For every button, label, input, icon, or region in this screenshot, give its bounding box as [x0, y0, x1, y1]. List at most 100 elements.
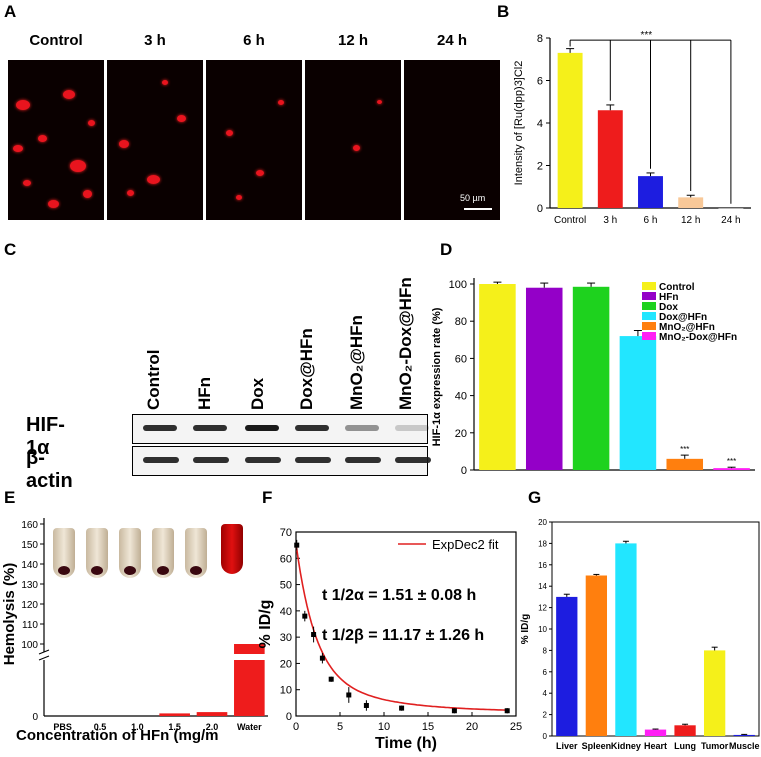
axis-break-mark-1: [38, 649, 50, 655]
legend-label-1: HFn: [659, 292, 678, 303]
row-label-actin: β-actin: [26, 447, 73, 492]
x-tick-label-4: 2.0: [206, 722, 219, 732]
data-point-9: [504, 708, 510, 714]
tube-1-0: [119, 528, 141, 578]
legend-label-3: Dox@HFn: [659, 312, 707, 323]
y-axis-label: % ID/g: [257, 600, 274, 649]
sig-annotation-1: ***: [727, 457, 736, 466]
lane-label-mno2-hfn: MnO₂@HFn: [347, 315, 366, 410]
data-point-6: [363, 702, 369, 708]
y-tick-label-3: 6: [543, 668, 548, 677]
bar-4: [196, 712, 228, 716]
x-tick-label-3: 15: [422, 721, 434, 733]
y-tick-label-3: 60: [455, 353, 467, 365]
axis-break-mark-2: [38, 655, 50, 661]
data-point-1: [302, 613, 308, 619]
x-tick-label-4: 24 h: [721, 215, 740, 226]
x-tick-label-6: Muscle: [729, 741, 760, 751]
y-tick-label-5: 50: [280, 580, 292, 592]
data-point-2: [311, 632, 317, 638]
panel-label-f: F: [262, 488, 273, 507]
x-tick-label-0: Liver: [556, 741, 578, 751]
bar-3: [644, 729, 667, 736]
panel-label-d: D: [440, 240, 453, 259]
y-tick-label-5: 10: [538, 625, 547, 634]
annotation-t-half-beta: t 1/2β = 11.17 ± 1.26 h: [322, 627, 484, 644]
band-actin-2: [245, 457, 281, 463]
x-tick-label-3: Heart: [644, 741, 667, 751]
legend-label-4: MnO₂@HFn: [659, 322, 715, 333]
micro-header-3h: 3 h: [144, 32, 166, 49]
x-tick-label-1: Spleen: [582, 741, 612, 751]
lane-label-dox: Dox: [248, 377, 267, 410]
x-tick-label-2: 6 h: [644, 215, 658, 226]
x-tick-label-2: 10: [378, 721, 390, 733]
bar-5-lower: [234, 660, 265, 716]
legend-swatch-5: [642, 332, 656, 340]
x-tick-label-4: 20: [466, 721, 478, 733]
x-tick-label-5: Water: [237, 722, 262, 732]
x-tick-label-5: 25: [510, 721, 522, 733]
micrograph-24h: 50 µm: [404, 60, 500, 220]
bar-0: [479, 284, 516, 470]
y-tick-label-4: 8: [537, 33, 543, 45]
x-tick-label-2: 1.0: [131, 722, 144, 732]
x-tick-label-1: 5: [337, 721, 343, 733]
y-tick-label-6: 12: [538, 604, 547, 613]
x-tick-label-2: Kidney: [611, 741, 641, 751]
legend-label-0: Control: [659, 282, 695, 293]
micro-header-6h: 6 h: [243, 32, 265, 49]
legend-swatch-3: [642, 312, 656, 320]
tube-1-5: [152, 528, 174, 578]
plot-frame: [551, 521, 760, 737]
y-tick-label-6: 160: [21, 520, 38, 531]
micro-header-12h: 12 h: [337, 32, 368, 49]
sig-annotation-0: ***: [680, 445, 689, 454]
blot-hif: [132, 414, 429, 444]
bar-1: [585, 575, 608, 736]
x-tick-label-3: 12 h: [681, 215, 700, 226]
band-hif-1: [193, 425, 227, 431]
bar-3: [678, 197, 704, 208]
panel-e-chart: 100 110 120 130 140 150 160 0 PBS 0.5 1.0 1.5 2.0 Wat…: [1, 518, 268, 744]
y-tick-label-7: 14: [538, 582, 547, 591]
panel-label-c: C: [4, 240, 17, 259]
plot-frame: [295, 531, 517, 717]
band-actin-4: [345, 457, 381, 463]
y-tick-label-7: 70: [280, 527, 292, 539]
y-tick-label-6: 60: [280, 553, 292, 565]
y-tick-label-0: 100: [21, 640, 38, 651]
bar-4: [718, 208, 744, 209]
y-axis-label: HIF-1α expression rate (%): [431, 307, 443, 446]
x-tick-label-0: PBS: [53, 722, 72, 732]
tube-water: [221, 524, 243, 574]
data-point-7: [399, 705, 405, 711]
lane-label-dox-hfn: Dox@HFn: [297, 328, 316, 410]
y-tick-label-5: 150: [21, 540, 38, 551]
micro-header-24h: 24 h: [436, 32, 467, 49]
y-tick-label-4: 80: [455, 316, 467, 328]
y-tick-label-0: 0: [543, 732, 548, 741]
y-tick-label-2: 20: [280, 658, 292, 670]
y-tick-label-1: 110: [22, 620, 38, 631]
panel-d-chart: 020406080100******ControlHFnDoxDox@HFnMn…: [431, 278, 755, 477]
blot-actin: [132, 446, 431, 476]
bar-0: [556, 596, 578, 736]
annotation-t-half-alpha: t 1/2α = 1.51 ± 0.08 h: [322, 587, 476, 604]
scale-bar-label: 50 µm: [460, 193, 486, 203]
band-hif-4: [345, 425, 379, 431]
x-axis-label: Concentration of HFn (mg/m: [16, 727, 219, 744]
legend-label: ExpDec2 fit: [432, 537, 499, 552]
bar-3: [159, 713, 190, 716]
y-axis-label: Hemolysis (%): [1, 563, 18, 666]
panel-label-e: E: [4, 488, 16, 507]
y-tick-label-1: 2: [543, 711, 548, 720]
legend-label-2: Dox: [659, 302, 678, 313]
data-point-8: [451, 708, 457, 714]
bar-1: [597, 110, 623, 208]
bar-6: [733, 734, 755, 736]
y-tick-label-0: 0: [461, 465, 467, 477]
micrograph-control: [8, 60, 104, 220]
legend-swatch-0: [642, 282, 656, 290]
x-tick-label-5: Tumor: [701, 741, 729, 751]
